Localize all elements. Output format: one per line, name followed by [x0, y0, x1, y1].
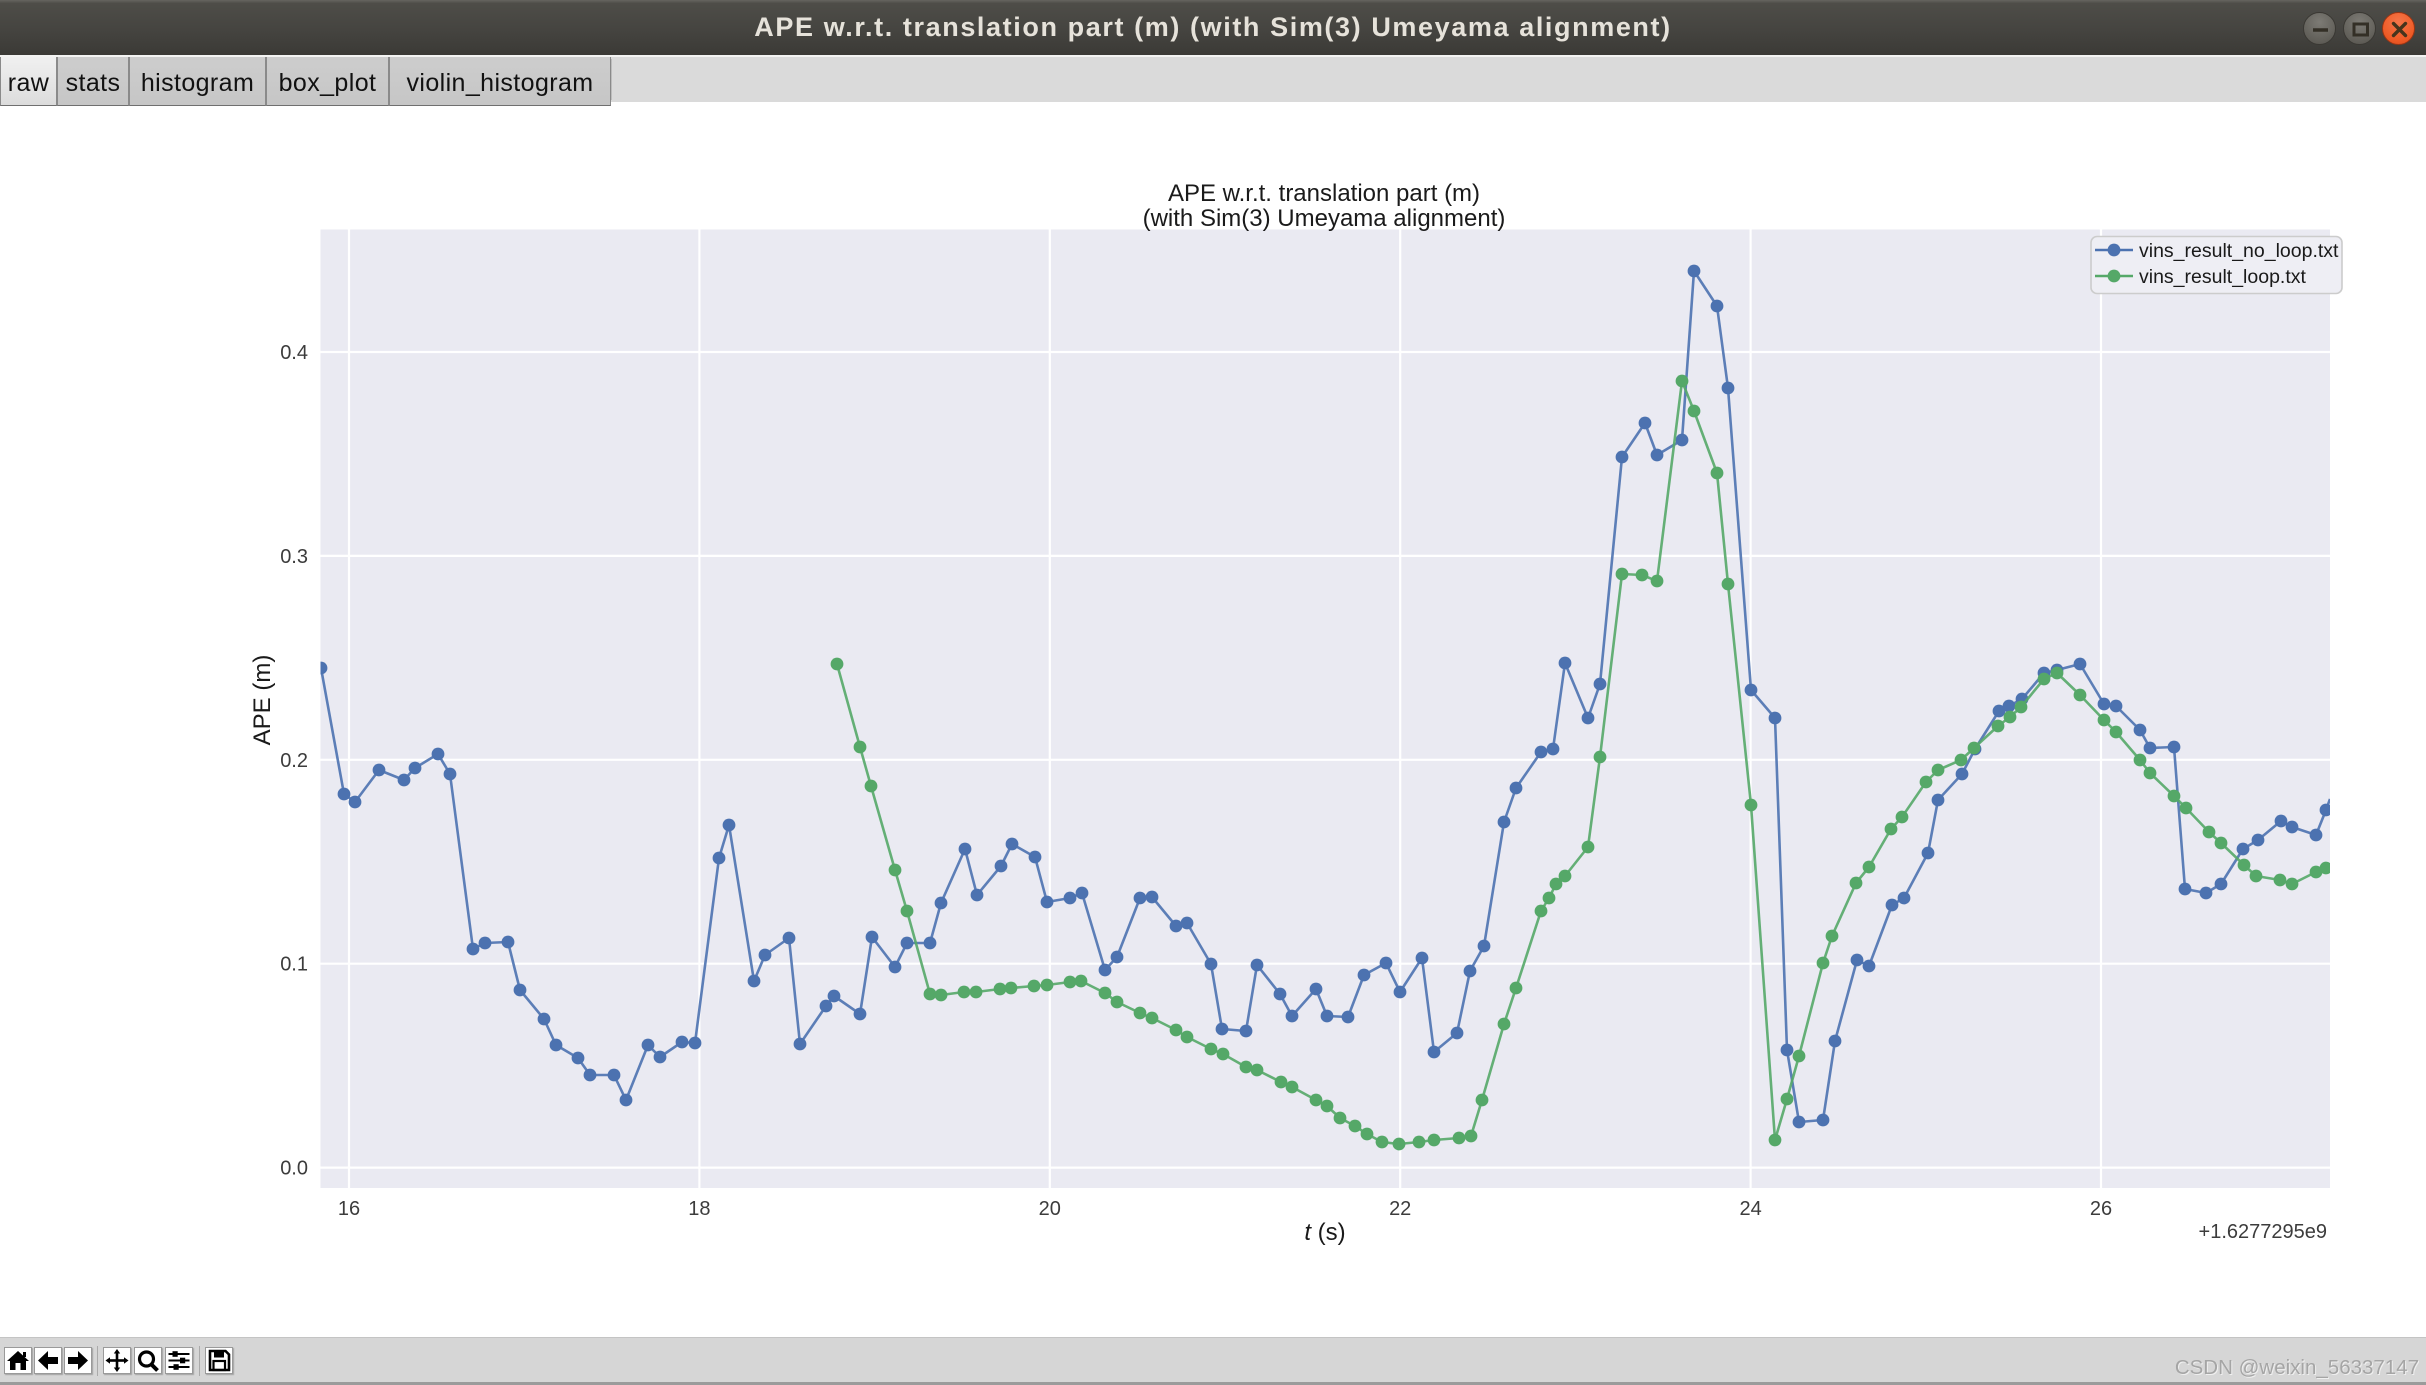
svg-text:vins_result_no_loop.txt: vins_result_no_loop.txt — [2139, 240, 2339, 262]
svg-text:+1.6277295e9: +1.6277295e9 — [2199, 1221, 2327, 1243]
svg-text:APE (m): APE (m) — [249, 655, 276, 746]
svg-text:18: 18 — [688, 1198, 710, 1220]
svg-text:22: 22 — [1389, 1198, 1411, 1220]
svg-text:0.4: 0.4 — [280, 342, 308, 364]
svg-text:vins_result_loop.txt: vins_result_loop.txt — [2139, 266, 2307, 288]
svg-text:20: 20 — [1039, 1198, 1061, 1220]
svg-text:0.0: 0.0 — [280, 1158, 308, 1180]
svg-text:0.3: 0.3 — [280, 546, 308, 568]
svg-text:APE w.r.t. translation part (m: APE w.r.t. translation part (m) — [1168, 180, 1480, 207]
svg-text:t (s): t (s) — [1304, 1219, 1345, 1246]
svg-text:(with Sim(3) Umeyama alignment: (with Sim(3) Umeyama alignment) — [1143, 205, 1506, 232]
svg-text:16: 16 — [338, 1198, 360, 1220]
svg-text:0.1: 0.1 — [280, 954, 308, 976]
svg-text:0.2: 0.2 — [280, 750, 308, 772]
svg-text:26: 26 — [2090, 1198, 2112, 1220]
svg-text:24: 24 — [1739, 1198, 1761, 1220]
